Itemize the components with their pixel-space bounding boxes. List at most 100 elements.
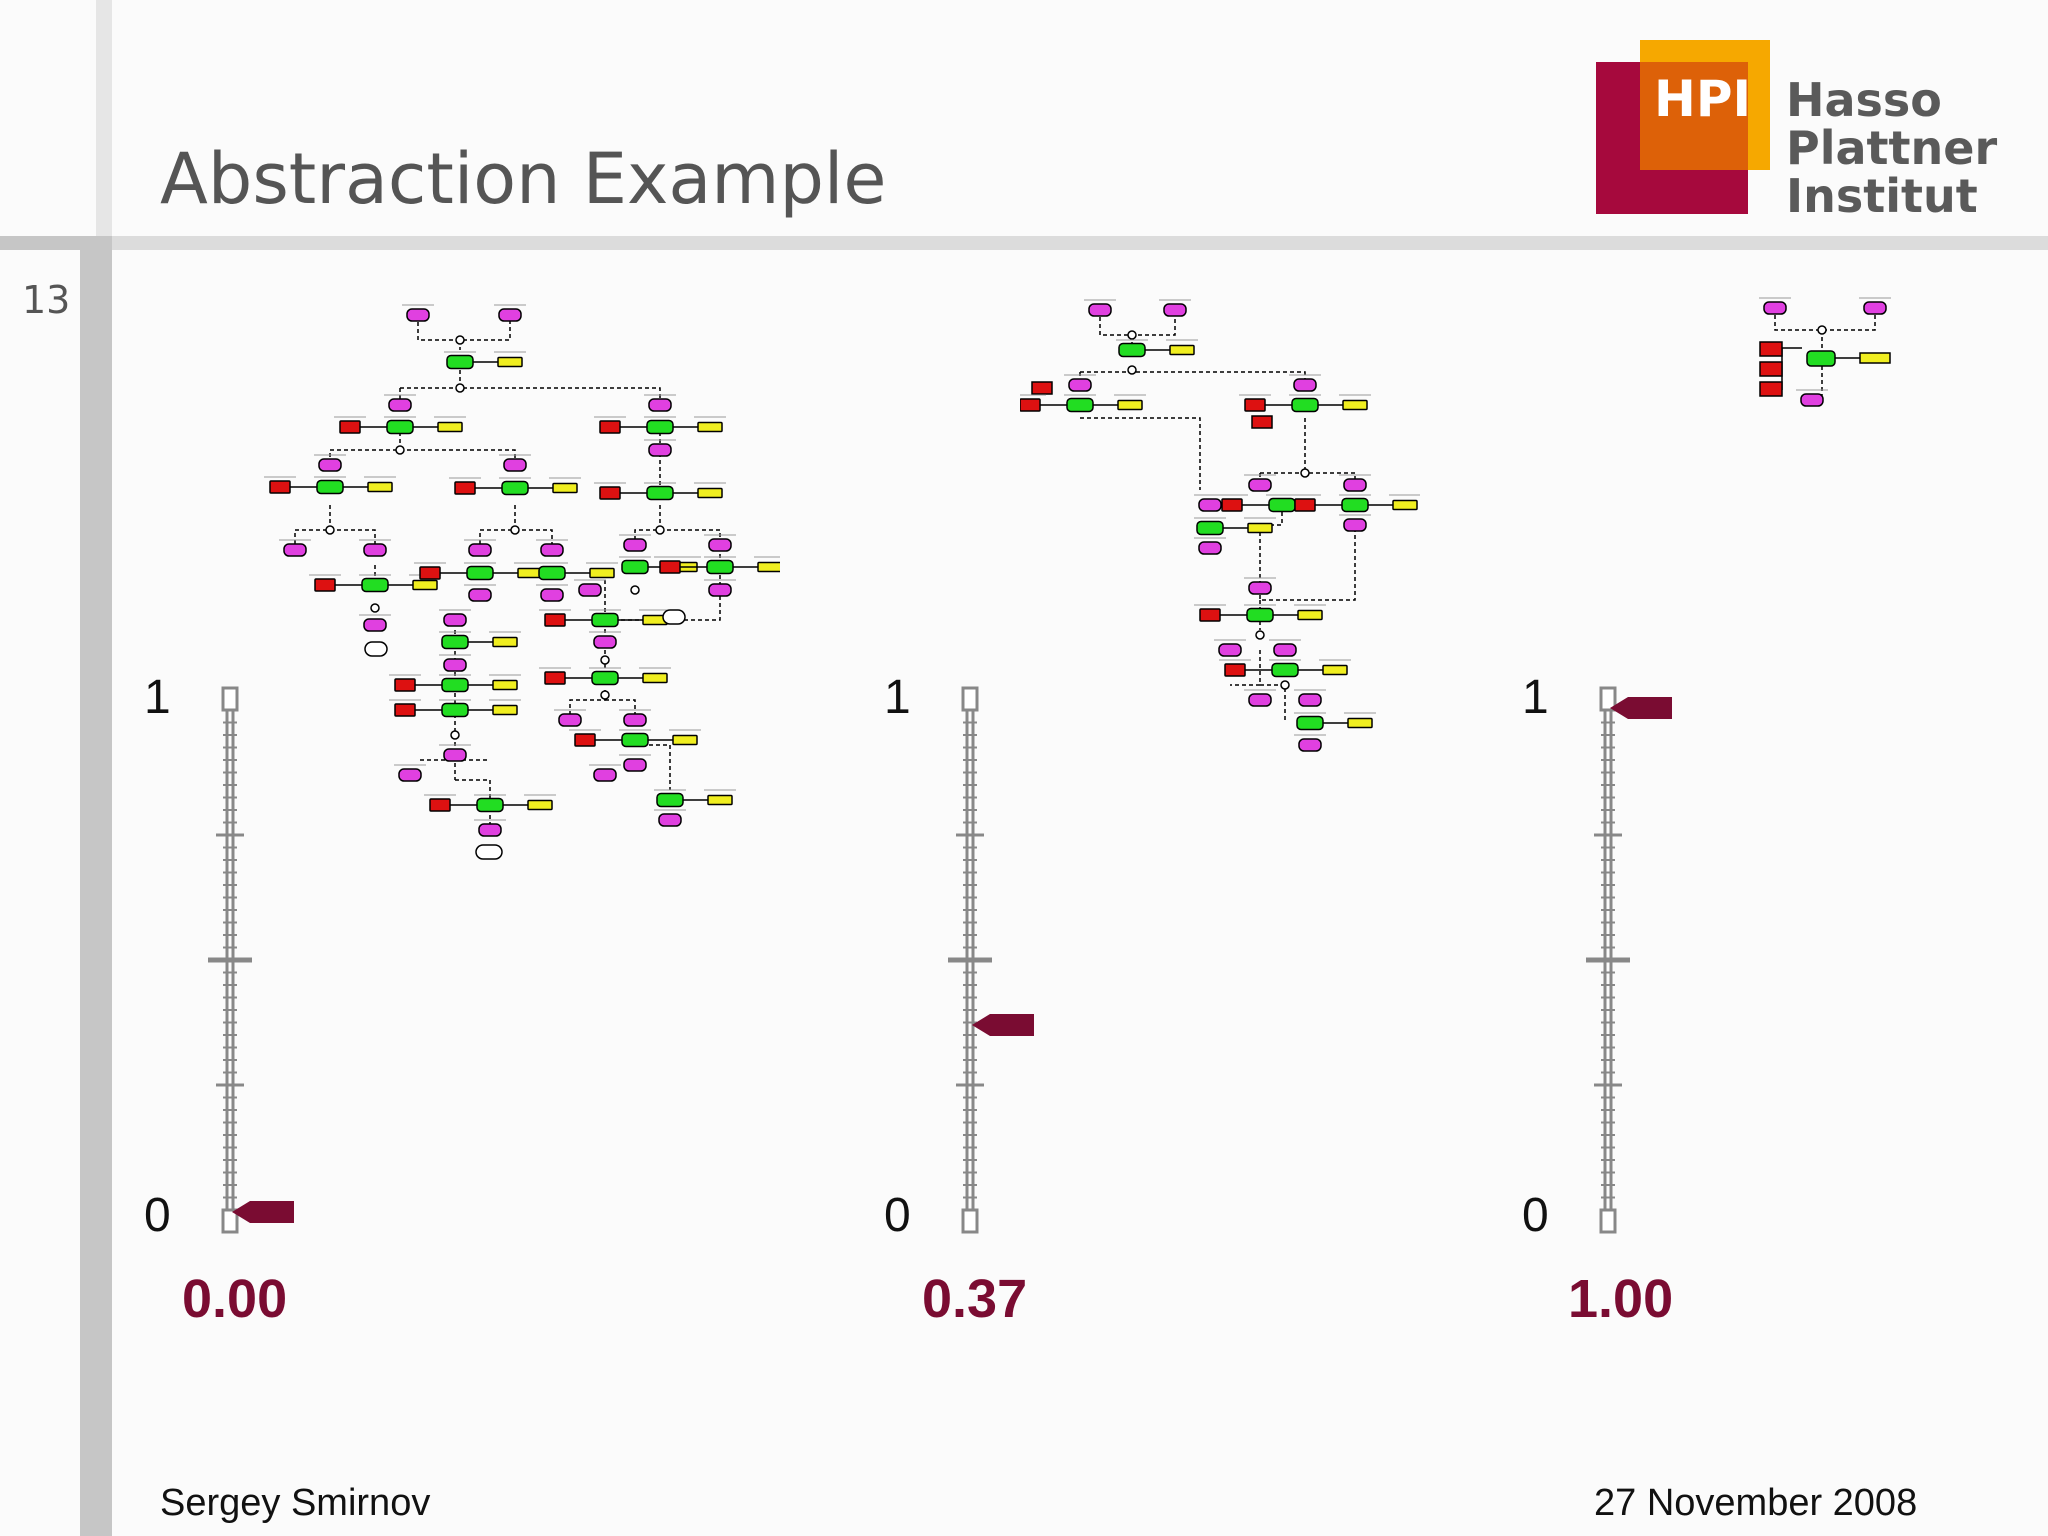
data-object-node xyxy=(1347,717,1373,729)
connector-node xyxy=(455,383,465,393)
connector-node xyxy=(370,603,380,613)
data-object-node xyxy=(1297,609,1323,621)
event-node xyxy=(1298,738,1322,752)
event-node xyxy=(1248,581,1272,595)
org-unit-node xyxy=(544,671,566,685)
org-unit-node xyxy=(659,560,681,574)
event-node xyxy=(283,543,307,557)
data-object-node xyxy=(1859,352,1891,364)
function-node xyxy=(1291,397,1319,413)
event-node xyxy=(1800,393,1824,407)
event-node xyxy=(503,458,527,472)
event-node xyxy=(623,758,647,772)
function-node xyxy=(501,480,529,496)
footer-author: Sergey Smirnov xyxy=(160,1482,431,1524)
event-node xyxy=(1273,643,1297,657)
data-object-node xyxy=(367,481,393,493)
slider-thumb xyxy=(1610,697,1672,719)
control-flow-edge xyxy=(330,529,376,545)
function-node xyxy=(646,485,674,501)
control-flow-edge xyxy=(1080,417,1201,490)
process-interface-node xyxy=(662,609,686,625)
function-node xyxy=(621,732,649,748)
data-object-node xyxy=(1322,664,1348,676)
org-unit-node xyxy=(599,486,621,500)
function-node xyxy=(1806,350,1836,367)
event-node xyxy=(468,588,492,602)
org-unit-node xyxy=(1221,498,1243,512)
data-object-node xyxy=(1117,399,1143,411)
event-node xyxy=(708,538,732,552)
abstraction-slider-middle[interactable] xyxy=(940,680,1050,1240)
data-object-node xyxy=(757,561,780,573)
connector-node xyxy=(600,690,610,700)
event-node xyxy=(1163,303,1187,317)
slider-thumb xyxy=(972,1014,1034,1036)
function-node xyxy=(656,792,684,808)
org-unit-node xyxy=(454,481,476,495)
connector-node xyxy=(395,445,405,455)
event-node xyxy=(593,635,617,649)
function-node xyxy=(441,677,469,693)
logo-name-line-2: Plattner xyxy=(1786,121,1998,175)
data-object-node xyxy=(672,734,698,746)
control-flow-edge xyxy=(455,779,491,830)
org-unit-node xyxy=(599,420,621,434)
logo-abbreviation: HPI xyxy=(1654,70,1752,128)
function-node xyxy=(538,565,566,581)
event-node xyxy=(443,658,467,672)
data-object-node xyxy=(589,567,615,579)
event-node xyxy=(648,398,672,412)
connector-node xyxy=(655,525,665,535)
process-interface-node xyxy=(364,641,388,657)
function-node xyxy=(1296,715,1324,731)
event-node xyxy=(1068,378,1092,392)
hpi-logo: HPI Hasso Plattner Institut xyxy=(1596,40,1997,223)
control-flow-edge xyxy=(1080,371,1306,385)
slide-number: 13 xyxy=(22,278,71,322)
data-object-node xyxy=(707,794,733,806)
event-node xyxy=(540,588,564,602)
event-node xyxy=(1218,643,1242,657)
connector-node xyxy=(1255,630,1265,640)
event-node xyxy=(1763,301,1787,315)
event-node xyxy=(478,823,502,837)
event-node xyxy=(398,768,422,782)
data-object-node xyxy=(492,679,518,691)
process-model-fully-abstracted xyxy=(1759,297,1891,407)
slider-left-top-label: 1 xyxy=(144,671,171,724)
function-node xyxy=(1246,607,1274,623)
data-object-node xyxy=(552,482,578,494)
event-node xyxy=(1088,303,1112,317)
org-unit-node xyxy=(1759,381,1783,397)
function-node xyxy=(441,702,469,718)
slider-track-bottom-cap xyxy=(961,1208,979,1234)
abstraction-slider-left[interactable] xyxy=(200,680,310,1240)
connector-node xyxy=(630,585,640,595)
function-node xyxy=(361,577,389,593)
event-node xyxy=(1198,498,1222,512)
function-node xyxy=(466,565,494,581)
control-flow-edge xyxy=(635,744,671,790)
event-node xyxy=(708,583,732,597)
slider-middle-top-label: 1 xyxy=(884,671,911,724)
function-node xyxy=(706,559,734,575)
control-flow-edge xyxy=(479,505,516,545)
data-object-node xyxy=(497,356,523,368)
connector-node xyxy=(325,525,335,535)
org-unit-node xyxy=(394,703,416,717)
org-unit-node xyxy=(1294,498,1316,512)
slider-thumb xyxy=(232,1201,294,1223)
data-object-node xyxy=(697,487,723,499)
event-node xyxy=(623,538,647,552)
org-unit-node xyxy=(1251,415,1273,429)
connector-node xyxy=(1280,680,1290,690)
abstraction-slider-right[interactable] xyxy=(1578,680,1688,1240)
logo-name-line-3: Institut xyxy=(1786,169,1978,223)
function-node xyxy=(1341,497,1369,513)
connector-node xyxy=(1817,325,1827,335)
slider-track-top-cap xyxy=(1599,686,1617,712)
control-flow-edge xyxy=(605,699,636,715)
org-unit-node xyxy=(574,733,596,747)
function-node xyxy=(1271,662,1299,678)
